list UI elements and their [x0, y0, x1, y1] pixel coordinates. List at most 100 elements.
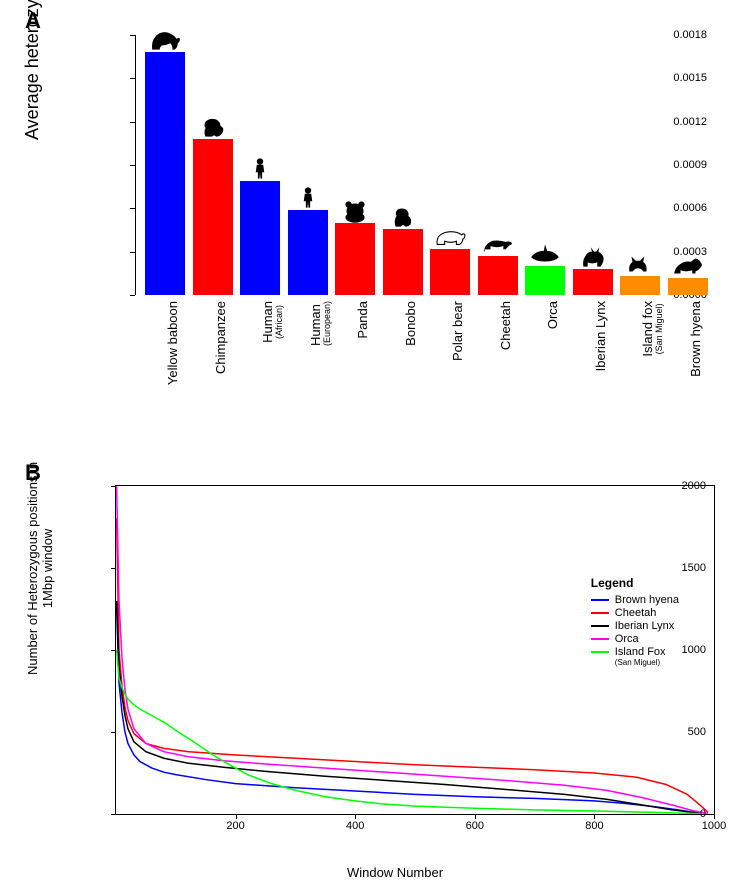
legend-swatch: [591, 612, 609, 614]
ytick: [111, 732, 116, 733]
legend-sublabel: (San Miguel): [615, 659, 679, 667]
bar-orca: Orca: [525, 35, 565, 295]
bar-rect: [525, 266, 565, 295]
bar-panda: Panda: [335, 35, 375, 295]
ytick: [130, 122, 135, 123]
bar-polar-bear: Polar bear: [430, 35, 470, 295]
panel-a-ylabel: Average heterozygosity: [22, 0, 43, 140]
panel-b: Number of Heterozygous positions in1Mbp …: [60, 475, 730, 875]
ytick: [111, 568, 116, 569]
bar-rect: [288, 210, 328, 295]
xtick-label: 200: [226, 820, 244, 832]
xtick: [236, 814, 237, 819]
bar-rect: [573, 269, 613, 295]
baboon-icon: [149, 28, 181, 52]
bar-label: Iberian Lynx: [593, 301, 608, 371]
polarbear-icon: [434, 225, 466, 249]
legend-item: Iberian Lynx: [591, 620, 679, 632]
fox-icon: [624, 252, 656, 276]
ytick-label: 1000: [682, 644, 706, 656]
bar-label: Yellow baboon: [165, 301, 180, 385]
legend-item: Cheetah: [591, 607, 679, 619]
chimp-icon: [197, 115, 229, 139]
bar-label: Brown hyena: [688, 301, 703, 377]
series-island-fox: [117, 650, 708, 814]
orca-icon: [529, 242, 561, 266]
figure: A Average heterozygosity 0.00000.00030.0…: [0, 0, 750, 891]
legend-label: Island Fox: [615, 646, 666, 658]
bar-label: Chimpanzee: [213, 301, 228, 374]
ytick: [130, 295, 135, 296]
xtick-label: 600: [466, 820, 484, 832]
legend-swatch: [591, 651, 609, 653]
ytick: [130, 252, 135, 253]
ytick-label: 0: [700, 808, 706, 820]
legend-item: Island Fox: [591, 646, 679, 658]
bar-yellow-baboon: Yellow baboon: [145, 35, 185, 295]
xtick-label: 800: [585, 820, 603, 832]
bar-rect: [620, 276, 660, 295]
bar-label: Island fox(San Miguel): [640, 301, 664, 357]
bar-human: Human(European): [288, 35, 328, 295]
xtick: [355, 814, 356, 819]
legend-swatch: [591, 625, 609, 627]
legend-swatch: [591, 599, 609, 601]
ytick: [130, 78, 135, 79]
ytick: [130, 35, 135, 36]
panel-b-xlabel: Window Number: [347, 865, 443, 880]
ytick: [130, 165, 135, 166]
hyena-icon: [672, 254, 704, 278]
bar-rect: [668, 278, 708, 295]
bar-rect: [193, 139, 233, 295]
legend-title: Legend: [591, 576, 679, 590]
legend-label: Cheetah: [615, 607, 657, 619]
bar-label: Human(African): [260, 301, 284, 343]
xtick-label: 400: [346, 820, 364, 832]
panel-a: Average heterozygosity 0.00000.00030.000…: [60, 20, 730, 450]
ytick: [111, 650, 116, 651]
cheetah-icon: [482, 232, 514, 256]
bar-label: Cheetah: [498, 301, 513, 350]
human-icon: [244, 157, 276, 181]
bar-rect: [145, 52, 185, 295]
legend-item: Orca: [591, 633, 679, 645]
legend-label: Iberian Lynx: [615, 620, 675, 632]
panda-icon: [339, 199, 371, 223]
bar-bonobo: Bonobo: [383, 35, 423, 295]
bar-rect: [335, 223, 375, 295]
legend-label: Orca: [615, 633, 639, 645]
panel-a-plot: 0.00000.00030.00060.00090.00120.00150.00…: [135, 35, 715, 295]
legend: Legend Brown hyenaCheetahIberian LynxOrc…: [591, 576, 679, 667]
bar-rect: [478, 256, 518, 295]
legend-item: Brown hyena: [591, 594, 679, 606]
ytick: [130, 208, 135, 209]
ytick-label: 1500: [682, 562, 706, 574]
ytick-label: 500: [688, 726, 706, 738]
panel-b-plot: Legend Brown hyenaCheetahIberian LynxOrc…: [115, 485, 715, 815]
panel-a-yaxis: [135, 35, 136, 295]
legend-label: Brown hyena: [615, 594, 679, 606]
ytick-label: 2000: [682, 480, 706, 492]
bar-label: Panda: [355, 301, 370, 339]
bar-rect: [383, 229, 423, 295]
panel-b-ylabel: Number of Heterozygous positions in1Mbp …: [25, 462, 55, 675]
bar-chimpanzee: Chimpanzee: [193, 35, 233, 295]
legend-swatch: [591, 638, 609, 640]
bar-rect: [430, 249, 470, 295]
bar-label: Orca: [545, 301, 560, 329]
xtick: [475, 814, 476, 819]
ytick: [111, 814, 116, 815]
xtick: [714, 814, 715, 819]
bar-label: Bonobo: [403, 301, 418, 346]
human-icon: [292, 186, 324, 210]
lynx-icon: [577, 245, 609, 269]
panel-a-bars: Yellow baboonChimpanzeeHuman(African)Hum…: [145, 35, 715, 295]
bar-island-fox: Island fox(San Miguel): [620, 35, 660, 295]
bar-human: Human(African): [240, 35, 280, 295]
ytick: [111, 486, 116, 487]
bar-rect: [240, 181, 280, 295]
xtick-label: 1000: [702, 820, 726, 832]
bar-cheetah: Cheetah: [478, 35, 518, 295]
bar-label: Polar bear: [450, 301, 465, 361]
bar-iberian-lynx: Iberian Lynx: [573, 35, 613, 295]
